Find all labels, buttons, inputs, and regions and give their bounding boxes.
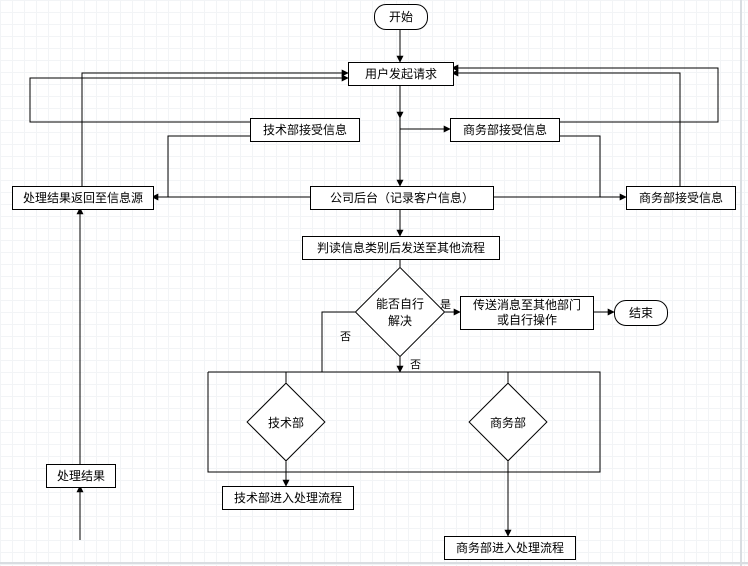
label-no2: 否	[410, 356, 421, 372]
node-biz-dept-label: 商务部	[490, 414, 526, 431]
node-start-label: 开始	[389, 10, 413, 25]
node-tech-rx-label: 技术部接受信息	[263, 123, 347, 138]
node-biz-rx-label: 商务部接受信息	[463, 123, 547, 138]
node-end-label: 结束	[629, 306, 653, 321]
node-biz-rx2-label: 商务部接受信息	[639, 191, 723, 206]
node-user-req-label: 用户发起请求	[365, 67, 437, 82]
label-yes: 是	[440, 296, 451, 312]
node-send-other: 传送消息至其他部门 或自行操作	[460, 296, 594, 330]
node-biz-rx: 商务部接受信息	[450, 118, 560, 142]
node-start: 开始	[374, 4, 428, 30]
node-send-other-label: 传送消息至其他部门 或自行操作	[473, 298, 581, 328]
node-backend: 公司后台（记录客户信息）	[310, 186, 494, 210]
node-end: 结束	[614, 300, 668, 326]
node-tech-flow-label: 技术部进入处理流程	[234, 491, 342, 506]
node-tech-rx: 技术部接受信息	[250, 118, 360, 142]
node-biz-dept: 商务部	[480, 394, 536, 450]
node-classify-label: 判读信息类别后发送至其他流程	[317, 241, 485, 256]
node-proc-result-label: 处理结果	[57, 469, 105, 484]
node-biz-flow-label: 商务部进入处理流程	[456, 541, 564, 556]
node-biz-rx2: 商务部接受信息	[626, 186, 736, 210]
ruler-bottom	[0, 562, 748, 564]
node-proc-result: 处理结果	[46, 464, 116, 488]
node-self-solve: 能否自行解决	[368, 280, 432, 344]
node-self-solve-label: 能否自行解决	[372, 295, 428, 329]
node-tech-flow: 技术部进入处理流程	[222, 486, 354, 510]
ruler-right	[740, 0, 742, 566]
node-tech-dept: 技术部	[258, 394, 314, 450]
label-no1: 否	[340, 328, 351, 344]
flowchart-canvas: 开始 用户发起请求 技术部接受信息 商务部接受信息 公司后台（记录客户信息） 处…	[0, 0, 748, 566]
node-return-src: 处理结果返回至信息源	[12, 186, 154, 210]
node-tech-dept-label: 技术部	[268, 414, 304, 431]
node-biz-flow: 商务部进入处理流程	[444, 536, 576, 560]
node-user-req: 用户发起请求	[348, 62, 454, 86]
node-return-src-label: 处理结果返回至信息源	[23, 191, 143, 206]
node-classify: 判读信息类别后发送至其他流程	[302, 236, 500, 260]
node-backend-label: 公司后台（记录客户信息）	[330, 191, 474, 206]
